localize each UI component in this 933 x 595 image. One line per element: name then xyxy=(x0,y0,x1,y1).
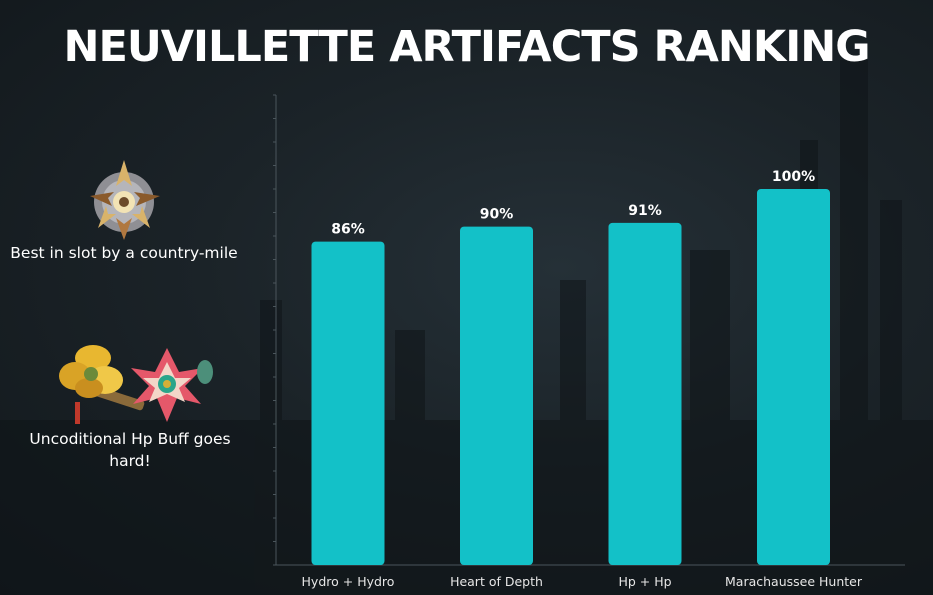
hp-flower-set-icon xyxy=(59,345,213,424)
bar-2 xyxy=(460,226,533,565)
bar-1 xyxy=(311,241,385,565)
x-tick-label-1: Hydro + Hydro xyxy=(302,574,395,589)
page-title: NEUVILLETTE ARTIFACTS RANKING xyxy=(63,22,870,72)
x-tick-label-4: Marachaussee Hunter xyxy=(725,574,863,589)
data-label-2: 90% xyxy=(480,207,514,223)
bar-3 xyxy=(608,222,682,565)
data-label-1: 86% xyxy=(331,222,365,238)
bar-4 xyxy=(757,189,830,565)
sidebar-item-caption: Best in slot by a country-mile xyxy=(10,244,238,262)
marechaussee-flower-icon xyxy=(90,160,160,240)
data-label-3: 91% xyxy=(628,203,662,219)
sidebar-item-hp-buff: Uncoditional Hp Buff goes hard! xyxy=(10,342,250,472)
x-tick-label-2: Heart of Depth xyxy=(450,574,543,589)
sidebar-item-bis: Best in slot by a country-mile xyxy=(4,156,244,264)
x-tick-label-3: Hp + Hp xyxy=(618,574,671,589)
sidebar-item-caption: Uncoditional Hp Buff goes hard! xyxy=(29,430,231,470)
data-label-4: 100% xyxy=(772,169,815,185)
